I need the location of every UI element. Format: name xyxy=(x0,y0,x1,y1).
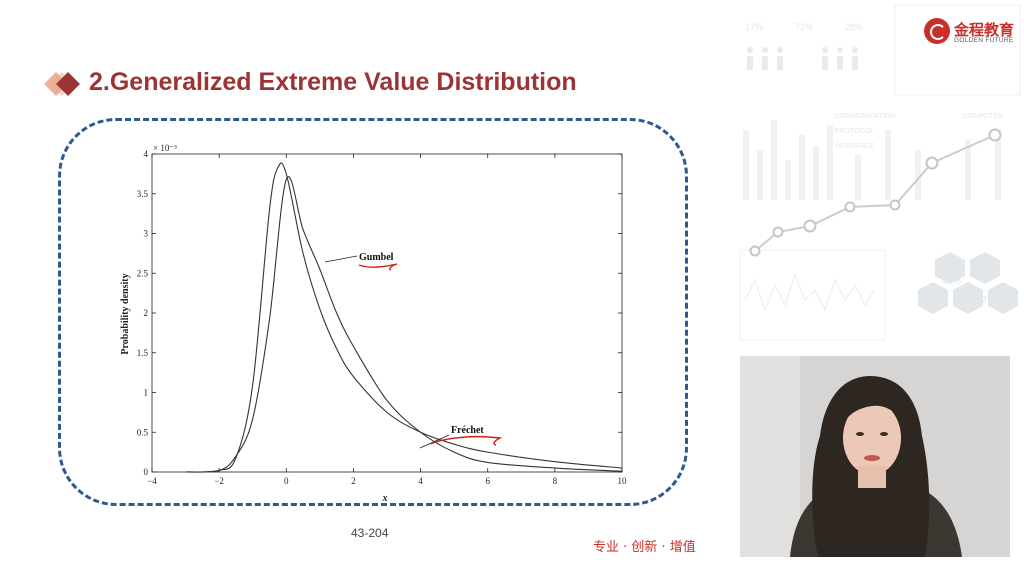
background-decoration: 17% 72% 28% COMMUNICATION PROTOCOL INTER… xyxy=(739,4,1021,341)
presenter-webcam-video xyxy=(740,356,1010,557)
presenter-figure xyxy=(740,356,1010,557)
bg-label-3: INTERFACE xyxy=(835,143,875,150)
bg-percent-2: 72% xyxy=(795,22,813,32)
legend-frechet: Fréchet xyxy=(451,425,484,436)
gumbel-underline xyxy=(358,263,398,271)
chart-axes xyxy=(151,153,623,473)
bg-label-4: COMPUTER xyxy=(963,113,1003,120)
bg-label-2: PROTOCOL xyxy=(835,128,874,135)
logo-mark-icon xyxy=(924,18,950,44)
slogan-text: 专业 · 创新 · 增值 xyxy=(593,540,696,555)
plot-box xyxy=(151,153,623,473)
y-tick-label: 1.5 xyxy=(137,348,149,358)
y-tick-label: 0.5 xyxy=(137,427,149,437)
title-diamond-icon xyxy=(44,72,80,96)
frechet-pointer xyxy=(419,434,450,449)
gev-density-chart: −4 −2 0 2 4 6 8 10 0 0.5 1 1.5 2 2.5 3 3.5 4 × 10⁻³ Pro… xyxy=(120,143,627,504)
x-tick-label: −4 xyxy=(147,476,157,486)
gumbel-curve xyxy=(185,176,623,473)
y-tick-label: 2 xyxy=(144,308,149,318)
y-tick-label: 2.5 xyxy=(137,268,149,278)
slide-title: 2.Generalized Extreme Value Distribution xyxy=(89,68,577,96)
bg-percent-3: 28% xyxy=(845,22,863,32)
y-tick-label: 4 xyxy=(144,149,149,159)
curves xyxy=(185,162,623,473)
gumbel-pointer xyxy=(324,255,358,263)
x-ticks: −4 −2 0 2 4 6 8 10 xyxy=(147,154,627,486)
company-logo: 金程教育 GOLDEN FUTURE xyxy=(924,18,1016,48)
y-axis-label: Probability density xyxy=(120,273,131,354)
y-tick-label: 1 xyxy=(144,388,149,398)
bg-hex-1: 40% xyxy=(941,276,961,287)
y-tick-label: 0 xyxy=(144,467,149,477)
chart-frame xyxy=(58,118,688,506)
x-tick-label: 6 xyxy=(485,476,490,486)
x-tick-label: 4 xyxy=(418,476,423,486)
y-tick-label: 3.5 xyxy=(137,189,149,199)
frechet-curve xyxy=(185,162,623,473)
logo-english-text: GOLDEN FUTURE xyxy=(954,37,1014,44)
x-axis-label: x xyxy=(382,493,388,504)
page-number: 43-204 xyxy=(351,526,389,540)
logo-chinese-text: 金程教育 xyxy=(954,21,1015,39)
x-tick-label: 0 xyxy=(284,476,289,486)
x-tick-label: 2 xyxy=(351,476,356,486)
bg-percent-1: 17% xyxy=(745,22,763,32)
x-tick-label: −2 xyxy=(214,476,224,486)
bg-hex-2: 72% xyxy=(976,295,996,306)
y-tick-label: 3 xyxy=(144,229,149,239)
bg-label-1: COMMUNICATION xyxy=(835,113,895,120)
x-tick-label: 10 xyxy=(618,476,628,486)
y-ticks: 0 0.5 1 1.5 2 2.5 3 3.5 4 xyxy=(137,149,622,477)
x-tick-label: 8 xyxy=(553,476,558,486)
y-multiplier-label: × 10⁻³ xyxy=(153,143,177,153)
frechet-underline xyxy=(429,435,503,446)
legend-gumbel: Gumbel xyxy=(359,252,394,263)
